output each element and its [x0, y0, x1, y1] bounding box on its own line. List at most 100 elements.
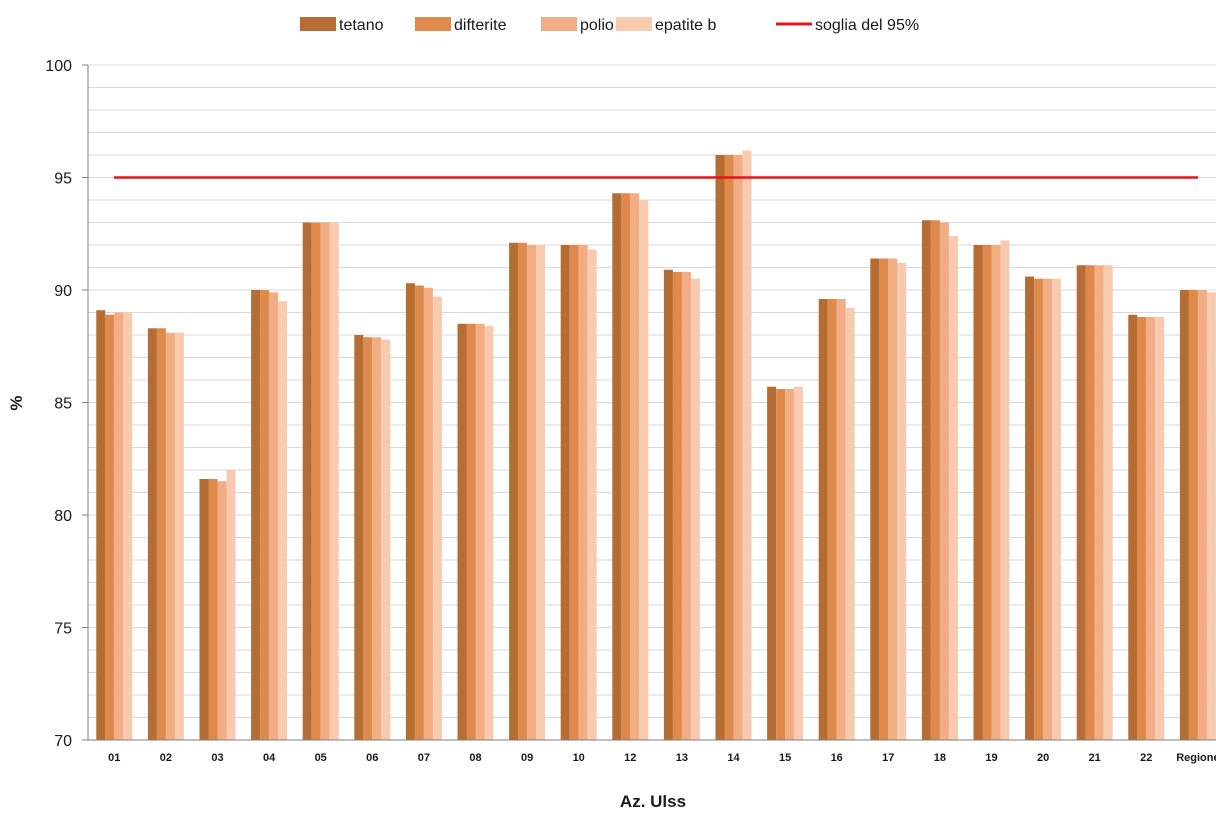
bar-polio-18: [939, 222, 949, 740]
legend-label: soglia del 95%: [815, 17, 919, 34]
bar-epatite-b-06: [381, 339, 391, 740]
bar-difterite-08: [466, 323, 476, 740]
bar-tetano-06: [354, 335, 364, 740]
x-tick-label: 22: [1140, 752, 1152, 764]
bar-epatite-b-03: [226, 470, 236, 740]
bar-difterite-06: [363, 337, 373, 740]
legend: tetano difterite polio epatite b soglia del …: [300, 17, 919, 34]
bar-epatite-b-05: [329, 222, 339, 740]
x-tick-label: 15: [779, 752, 791, 764]
bar-tetano-09: [509, 242, 519, 740]
bar-polio-14: [733, 155, 743, 740]
bar-tetano-02: [147, 328, 157, 740]
x-tick-label: 21: [1089, 752, 1101, 764]
bar-tetano-12: [612, 193, 622, 740]
bar-polio-04: [269, 292, 279, 740]
y-tick-label: 75: [54, 621, 72, 638]
x-tick-label: 01: [108, 752, 120, 764]
x-tick-label: 14: [727, 752, 740, 764]
x-tick-label: 18: [934, 752, 946, 764]
bar-difterite-09: [518, 242, 528, 740]
bar-tetano-Regione: [1179, 290, 1189, 740]
bar-polio-15: [785, 389, 795, 740]
y-tick-label: 70: [54, 733, 72, 750]
x-tick-label: 04: [263, 752, 276, 764]
axis-layer: 70 75 80 85 90 95 100 01 02 03 04 05 06 07 08 09 10 12 13 1…: [45, 58, 1216, 764]
bar-difterite-17: [879, 258, 889, 740]
legend-swatch: [616, 17, 652, 31]
bar-polio-Regione: [1197, 290, 1207, 740]
bar-difterite-12: [621, 193, 631, 740]
y-tick-label: 100: [45, 58, 72, 75]
bar-polio-10: [578, 245, 588, 740]
bar-difterite-07: [414, 285, 424, 740]
bar-epatite-b-10: [587, 249, 597, 740]
bar-difterite-19: [982, 245, 992, 740]
bar-epatite-b-Regione: [1206, 292, 1216, 740]
legend-label: epatite b: [655, 17, 716, 34]
x-tick-label: 16: [831, 752, 843, 764]
bar-tetano-17: [870, 258, 880, 740]
bar-difterite-15: [776, 389, 786, 740]
legend-swatch: [300, 17, 336, 31]
bar-difterite-22: [1137, 317, 1147, 740]
bar-tetano-22: [1128, 314, 1138, 740]
legend-label: difterite: [454, 17, 507, 34]
bar-tetano-14: [715, 155, 725, 740]
legend-swatch: [541, 17, 577, 31]
bar-epatite-b-22: [1155, 317, 1165, 740]
bar-difterite-03: [208, 479, 218, 740]
bar-difterite-10: [569, 245, 579, 740]
x-tick-label: 07: [418, 752, 430, 764]
x-tick-label: 12: [624, 752, 636, 764]
bar-epatite-b-04: [278, 301, 288, 740]
bar-polio-06: [372, 337, 382, 740]
bar-tetano-20: [1025, 276, 1035, 740]
x-tick-label: 10: [573, 752, 585, 764]
bar-tetano-21: [1076, 265, 1086, 740]
bar-polio-08: [475, 323, 485, 740]
bar-polio-12: [630, 193, 640, 740]
bar-epatite-b-16: [845, 308, 855, 740]
bar-epatite-b-18: [948, 236, 958, 740]
bar-tetano-18: [921, 220, 931, 740]
x-tick-label: 20: [1037, 752, 1049, 764]
bar-epatite-b-01: [123, 312, 133, 740]
bar-epatite-b-20: [1052, 278, 1062, 740]
y-tick-label: 90: [54, 283, 72, 300]
bar-tetano-10: [560, 245, 570, 740]
bar-polio-22: [1146, 317, 1156, 740]
bar-polio-13: [681, 272, 691, 740]
bar-polio-21: [1094, 265, 1104, 740]
bar-epatite-b-07: [432, 296, 442, 740]
bar-tetano-04: [251, 290, 261, 740]
bar-polio-19: [991, 245, 1001, 740]
bar-difterite-16: [827, 299, 837, 740]
bar-difterite-18: [930, 220, 940, 740]
bar-tetano-05: [302, 222, 312, 740]
legend-swatch: [415, 17, 451, 31]
bar-difterite-21: [1085, 265, 1095, 740]
x-tick-label: 05: [315, 752, 327, 764]
bar-polio-20: [1043, 278, 1053, 740]
y-tick-label: 95: [54, 171, 72, 188]
bars-layer: [96, 150, 1216, 740]
bar-epatite-b-02: [174, 332, 184, 740]
x-tick-label: 19: [985, 752, 997, 764]
bar-tetano-07: [405, 283, 415, 740]
bar-epatite-b-09: [536, 245, 546, 740]
y-tick-label: 80: [54, 508, 72, 525]
x-tick-label: 02: [160, 752, 172, 764]
bar-polio-01: [114, 312, 124, 740]
bar-polio-07: [423, 287, 433, 740]
bar-tetano-03: [199, 479, 209, 740]
bar-tetano-15: [767, 386, 777, 740]
bar-epatite-b-21: [1103, 265, 1113, 740]
bar-polio-09: [527, 245, 537, 740]
x-axis-title: Az. Ulss: [620, 792, 686, 811]
x-tick-label: 17: [882, 752, 894, 764]
bar-polio-03: [217, 481, 227, 740]
y-axis-title: %: [7, 395, 26, 410]
bar-difterite-14: [724, 155, 734, 740]
